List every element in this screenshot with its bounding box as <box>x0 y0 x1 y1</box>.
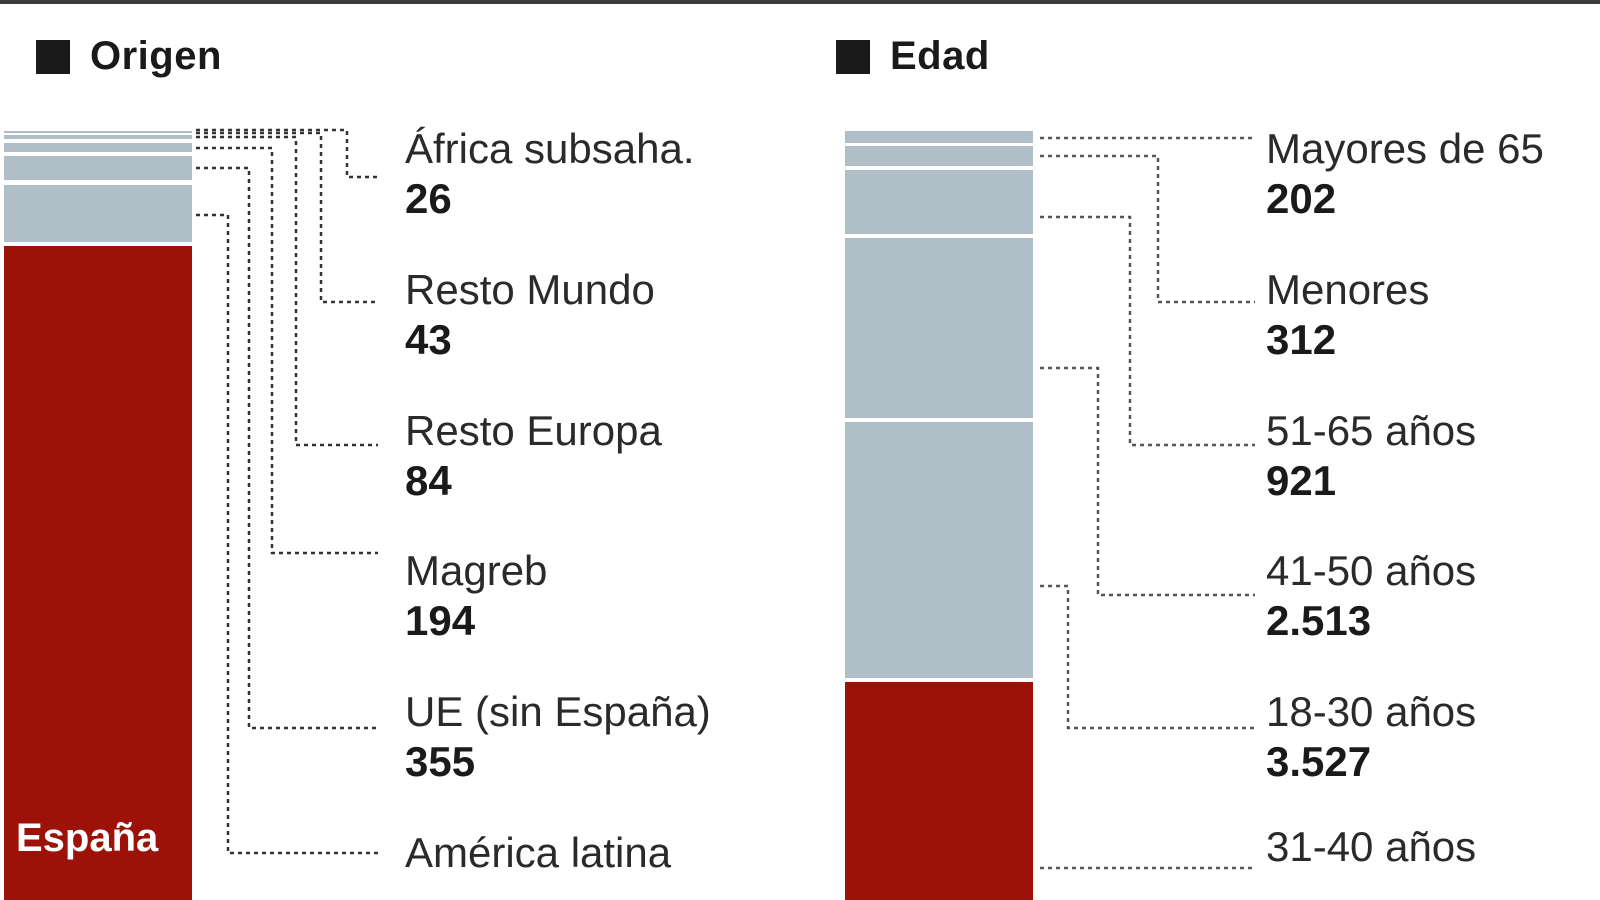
bar-segment-41-50 <box>845 238 1033 418</box>
origen-item-resto-europa: Resto Europa 84 <box>405 406 662 506</box>
origen-item-africa: África subsaha. 26 <box>405 124 695 224</box>
square-bullet-icon <box>836 39 870 74</box>
origen-item-ue: UE (sin España) 355 <box>405 687 711 787</box>
bar-segment-ue <box>4 185 192 242</box>
item-label: Magreb <box>405 547 548 594</box>
item-label: 51-65 años <box>1266 407 1477 454</box>
edad-item-41-50: 41-50 años 2.513 <box>1266 546 1476 646</box>
bar-segment-31-40 <box>845 682 1033 900</box>
bar-segment-espana <box>4 246 192 900</box>
item-label: 41-50 años <box>1266 547 1477 594</box>
item-value: 2.513 <box>1266 597 1372 644</box>
edad-title: Edad <box>836 34 990 79</box>
item-value: 355 <box>405 738 476 785</box>
espana-bar-label: España <box>16 816 159 860</box>
item-label: América latina <box>405 829 672 876</box>
item-label: Resto Mundo <box>405 266 655 313</box>
origen-title: Origen <box>36 34 222 79</box>
bar-segment-51-65 <box>845 170 1033 234</box>
item-label: África subsaha. <box>405 125 695 172</box>
edad-item-menores: Menores 312 <box>1266 265 1429 365</box>
origen-item-magreb: Magreb 194 <box>405 546 547 646</box>
item-label: UE (sin España) <box>405 688 711 735</box>
edad-title-text: Edad <box>890 34 990 78</box>
item-value: 26 <box>405 175 452 222</box>
item-label: 31-40 años <box>1266 823 1477 870</box>
bar-segment-resto-europa <box>4 143 192 152</box>
item-value: 43 <box>405 316 452 363</box>
top-rule <box>0 0 1600 4</box>
edad-item-51-65: 51-65 años 921 <box>1266 406 1476 506</box>
bar-segment-mayores-65 <box>845 131 1033 143</box>
bar-segment-menores <box>845 146 1033 166</box>
square-bullet-icon <box>36 39 70 74</box>
item-value: 194 <box>405 597 476 644</box>
bar-segment-resto-mundo <box>4 135 192 139</box>
origen-item-america-latina: América latina <box>405 828 671 878</box>
edad-item-18-30: 18-30 años 3.527 <box>1266 687 1476 787</box>
item-value: 921 <box>1266 457 1337 504</box>
bar-segment-magreb <box>4 156 192 180</box>
origen-item-resto-mundo: Resto Mundo 43 <box>405 265 655 365</box>
item-label: Mayores de 65 <box>1266 125 1544 172</box>
edad-item-31-40: 31-40 años <box>1266 822 1476 872</box>
item-value: 312 <box>1266 316 1337 363</box>
item-value: 3.527 <box>1266 738 1372 785</box>
item-label: Menores <box>1266 266 1430 313</box>
item-value: 84 <box>405 457 452 504</box>
bar-segment-18-30 <box>845 422 1033 678</box>
bar-segment-africa <box>4 131 192 133</box>
item-label: Resto Europa <box>405 407 662 454</box>
item-value: 202 <box>1266 175 1337 222</box>
item-label: 18-30 años <box>1266 688 1477 735</box>
origen-title-text: Origen <box>90 34 222 78</box>
edad-item-mayores-65: Mayores de 65 202 <box>1266 124 1544 224</box>
